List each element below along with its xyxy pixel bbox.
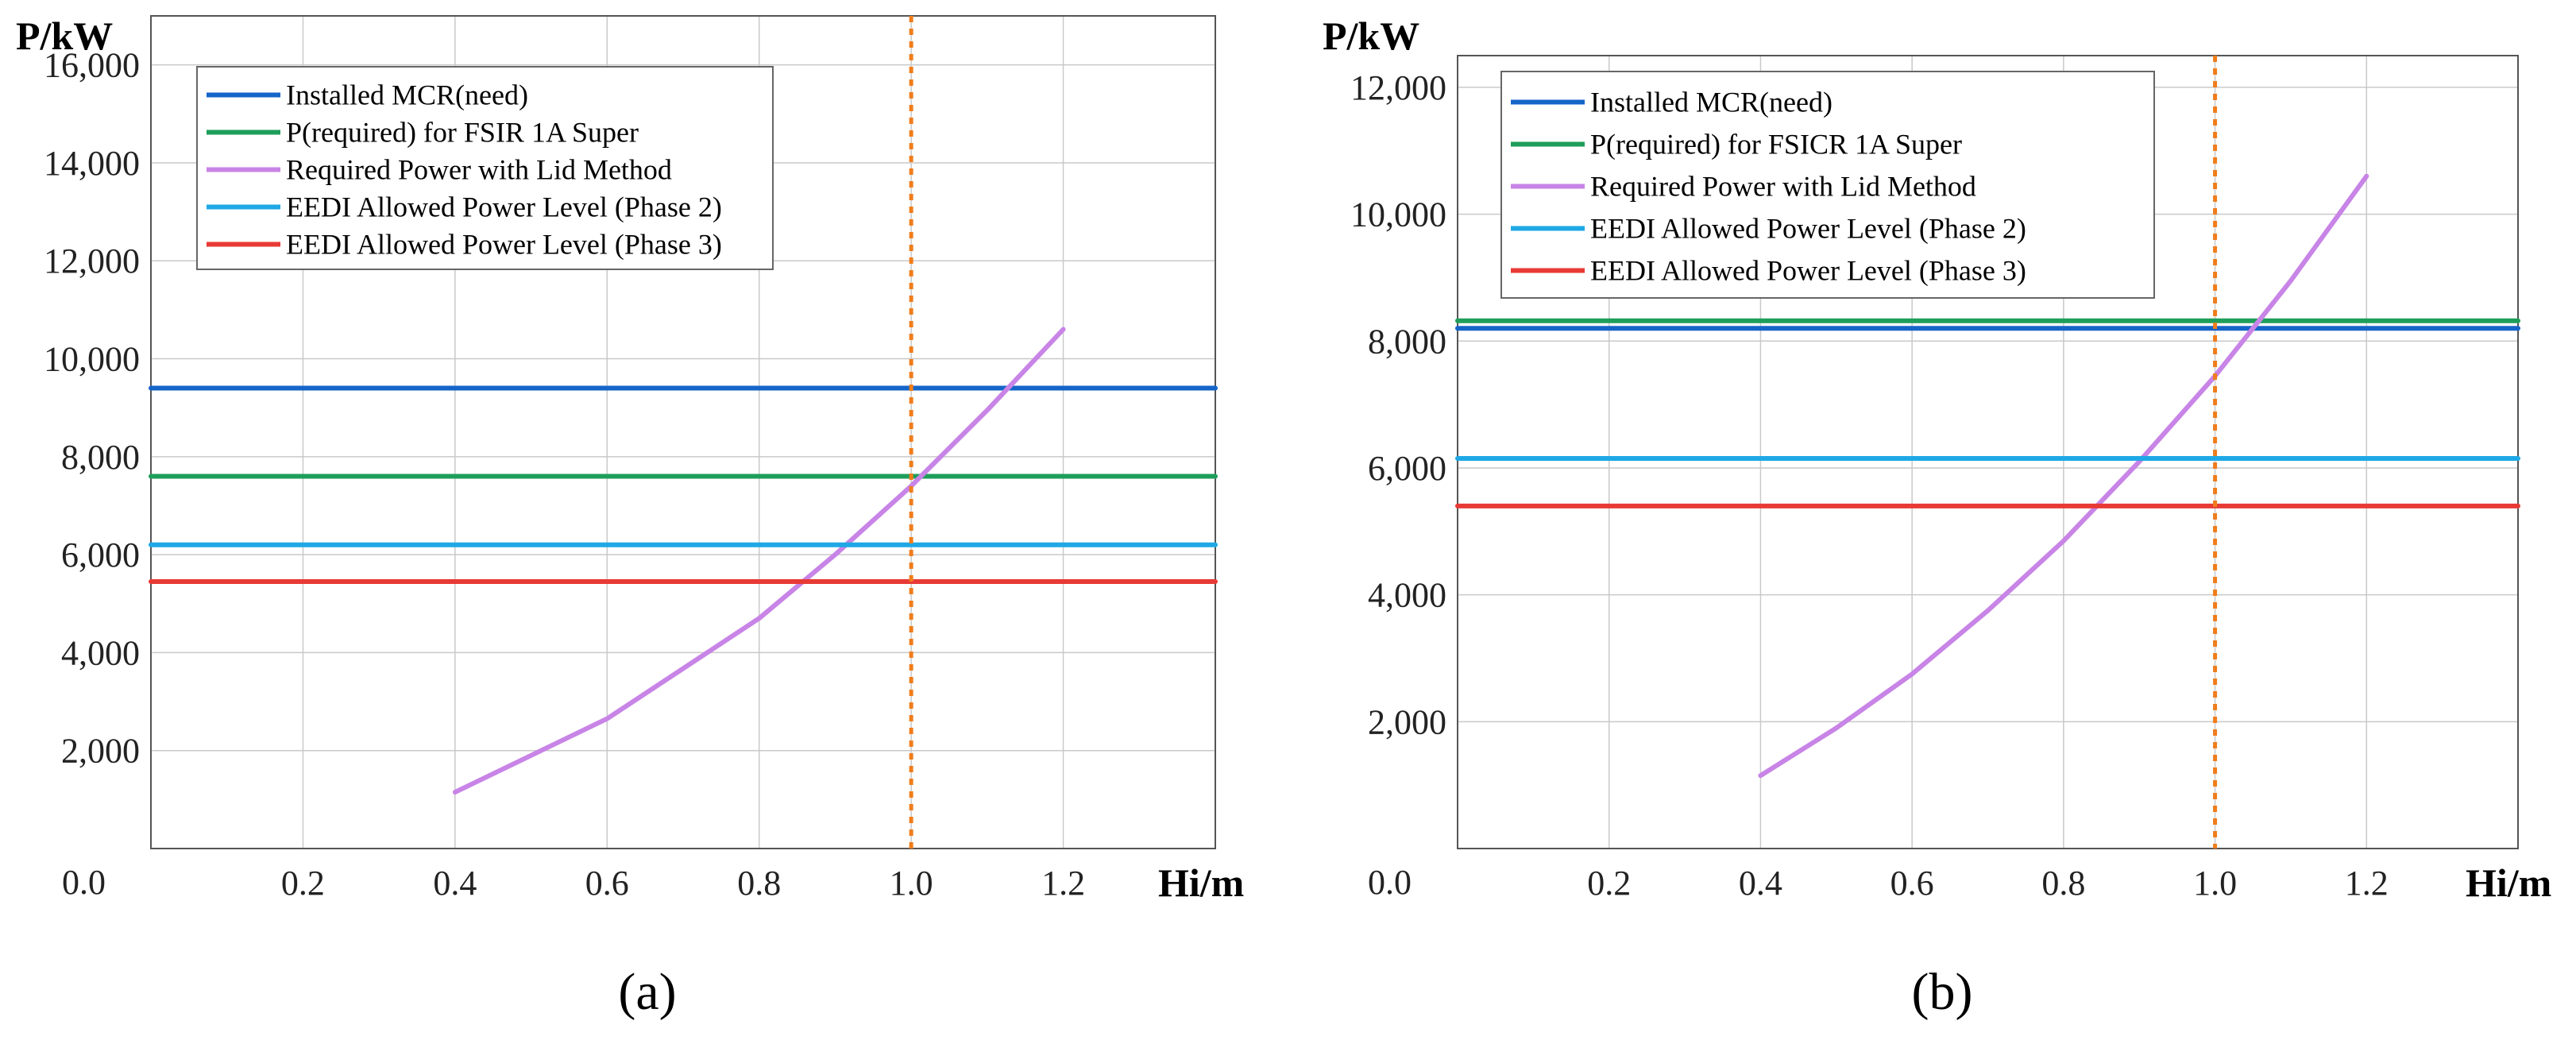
x-tick-label: 0.6 bbox=[585, 864, 629, 903]
panel-label: (b) bbox=[1912, 963, 1973, 1021]
y-tick-label: 2,000 bbox=[1368, 702, 1446, 741]
chart-panel-b: 2,000 4,000 6,000 8,000 10,000 12,000 0.2 0.4 0.… bbox=[1323, 14, 2551, 1021]
y-tick-label: 10,000 bbox=[44, 340, 140, 379]
x-tick-label: 0.4 bbox=[433, 864, 477, 903]
x-axis-title: Hi/m bbox=[2466, 860, 2551, 905]
legend-label: P(required) for FSICR 1A Super bbox=[1590, 129, 1962, 160]
legend-box bbox=[196, 66, 774, 270]
legend-label: EEDI Allowed Power Level (Phase 2) bbox=[1590, 213, 2026, 245]
legend-box bbox=[1500, 71, 2155, 299]
legend-label: Installed MCR(need) bbox=[1590, 87, 1833, 118]
legend-label: Required Power with Lid Method bbox=[286, 154, 672, 186]
origin-label: 0.0 bbox=[62, 863, 106, 902]
plot-area-frame bbox=[1457, 55, 2519, 849]
origin-label: 0.0 bbox=[1368, 863, 1412, 902]
x-tick-label: 0.8 bbox=[2041, 864, 2085, 903]
x-tick-label: 0.2 bbox=[1587, 864, 1631, 903]
legend: Installed MCR(need) P(required) for FSICR… bbox=[1500, 71, 2155, 299]
y-tick-label: 4,000 bbox=[61, 633, 140, 672]
legend-label: EEDI Allowed Power Level (Phase 3) bbox=[1590, 255, 2026, 287]
y-tick-label: 4,000 bbox=[1368, 576, 1446, 615]
panel-label: (a) bbox=[618, 963, 676, 1021]
series-line bbox=[1758, 173, 2369, 779]
x-tick-label: 1.2 bbox=[1041, 864, 1085, 903]
y-axis-title: P/kW bbox=[1323, 14, 1419, 58]
x-tick-label: 0.6 bbox=[1890, 864, 1934, 903]
x-tick-label: 1.0 bbox=[890, 864, 933, 903]
series-line bbox=[452, 327, 1066, 795]
x-tick-label: 1.2 bbox=[2345, 864, 2389, 903]
y-tick-label: 10,000 bbox=[1350, 195, 1446, 234]
y-tick-label: 2,000 bbox=[61, 732, 140, 771]
x-tick-label: 1.0 bbox=[2193, 864, 2237, 903]
legend: Installed MCR(need) P(required) for FSIR … bbox=[196, 66, 774, 270]
x-tick-label: 0.8 bbox=[737, 864, 781, 903]
legend-label: EEDI Allowed Power Level (Phase 2) bbox=[286, 191, 722, 223]
plot-area-frame bbox=[150, 15, 1216, 849]
y-tick-label: 6,000 bbox=[1368, 449, 1446, 488]
y-tick-label: 8,000 bbox=[61, 438, 140, 477]
y-tick-label: 14,000 bbox=[44, 144, 140, 183]
y-tick-label: 6,000 bbox=[61, 535, 140, 574]
legend-label: Installed MCR(need) bbox=[286, 79, 528, 111]
x-axis-title: Hi/m bbox=[1158, 860, 1244, 905]
y-axis-title: P/kW bbox=[16, 14, 113, 58]
y-tick-label: 8,000 bbox=[1368, 322, 1446, 361]
legend-label: P(required) for FSIR 1A Super bbox=[286, 117, 639, 149]
legend-label: EEDI Allowed Power Level (Phase 3) bbox=[286, 229, 722, 261]
x-tick-label: 0.4 bbox=[1739, 864, 1782, 903]
legend-label: Required Power with Lid Method bbox=[1590, 171, 1976, 203]
x-tick-label: 0.2 bbox=[281, 864, 325, 903]
y-tick-label: 16,000 bbox=[44, 46, 140, 85]
y-tick-label: 12,000 bbox=[44, 242, 140, 280]
chart-panel-a: 2,000 4,000 6,000 8,000 10,000 12,000 14,000 16… bbox=[16, 14, 1244, 1021]
y-tick-label: 12,000 bbox=[1350, 68, 1446, 107]
